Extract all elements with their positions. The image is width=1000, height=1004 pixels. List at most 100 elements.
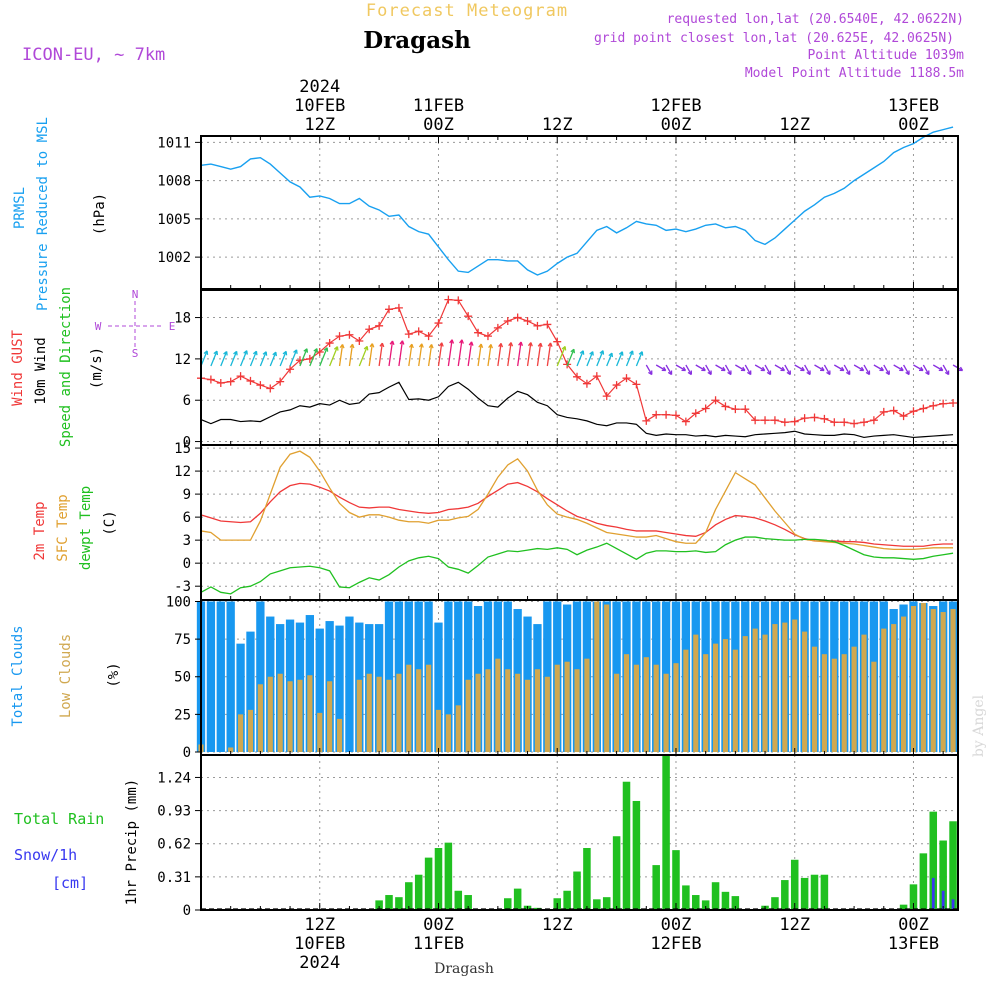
wind-direction-arrow xyxy=(645,364,653,375)
time-label-top: 13FEB xyxy=(888,96,939,116)
wind-arrow-head xyxy=(478,343,484,348)
gust-point-marker xyxy=(276,377,285,386)
wind-arrow-head xyxy=(806,370,811,376)
rain-bar xyxy=(771,897,779,910)
wind-arrow-head xyxy=(661,366,667,372)
low-clouds-bar xyxy=(524,679,531,752)
wind-arrow-head xyxy=(905,370,910,376)
gust-point-marker xyxy=(533,321,542,330)
wind-direction-arrow xyxy=(239,350,248,367)
wind-arrow-head xyxy=(498,342,504,348)
rain-bar xyxy=(593,899,601,910)
rain-bar xyxy=(721,891,730,910)
wind-direction-arrow xyxy=(903,364,910,375)
wind-arrow-head xyxy=(459,339,464,344)
wind-direction-arrow xyxy=(329,346,339,367)
wind-direction-arrow xyxy=(507,342,512,367)
wind-arrow-head xyxy=(203,350,209,355)
low-clouds-bar xyxy=(386,679,392,752)
wind-arrow-head xyxy=(618,351,624,356)
wind-arrow-head xyxy=(681,366,687,372)
time-label-top: 12Z xyxy=(542,115,573,135)
gust-point-marker xyxy=(335,332,344,341)
wind-arrow-head xyxy=(349,343,355,349)
wind-direction-arrow xyxy=(804,364,811,375)
wind-direction-arrow xyxy=(398,340,404,367)
wind-arrow-head xyxy=(293,349,298,354)
wind-direction-arrow xyxy=(754,364,765,372)
wind-arrow-head xyxy=(408,343,414,349)
wind-direction-arrow xyxy=(299,348,308,367)
location-title: Dragash xyxy=(363,27,471,54)
total-clouds-bar xyxy=(315,628,324,752)
wind-arrow-head xyxy=(599,350,605,355)
wind-direction-arrow xyxy=(230,351,238,367)
low-clouds-bar xyxy=(693,634,699,752)
wind-direction-arrow xyxy=(437,342,443,367)
low-clouds-bar xyxy=(445,714,451,752)
y-tick-label: 0 xyxy=(183,903,191,919)
wind-arrow-head xyxy=(826,370,831,376)
total-clouds-bar xyxy=(226,601,235,752)
gust-point-marker xyxy=(394,303,403,312)
y-tick-label: 12 xyxy=(174,352,191,368)
snow-label: Snow/1h xyxy=(14,846,77,864)
wind-arrow-head xyxy=(865,370,871,376)
low-clouds-bar xyxy=(881,628,887,752)
gust-point-marker xyxy=(691,409,700,418)
rain-bar xyxy=(414,874,423,910)
wind-direction-arrow xyxy=(200,350,208,367)
wind-direction-arrow xyxy=(388,340,394,367)
gust-point-marker xyxy=(622,374,631,383)
rain-bar xyxy=(701,900,710,910)
low-clouds-bar xyxy=(485,669,491,752)
rain-bar xyxy=(434,848,443,910)
pressure-label: Pressure Reduced to MSL xyxy=(35,117,51,311)
rain-bar xyxy=(375,900,383,910)
snow-unit-label: [cm] xyxy=(52,874,88,892)
wind-arrow-head xyxy=(780,366,786,372)
wind-arrow-head xyxy=(958,366,964,372)
low-clouds-bar xyxy=(821,654,827,752)
dewpoint-series-line xyxy=(200,536,954,595)
gust-point-marker xyxy=(424,332,433,341)
wind-arrow-head xyxy=(399,340,405,345)
low-clouds-bar xyxy=(871,661,877,752)
rain-bar xyxy=(583,848,591,910)
gust-point-marker xyxy=(444,295,453,304)
time-label-top: 11FEB xyxy=(413,96,464,116)
time-label-bottom: 00Z xyxy=(423,915,454,935)
gust-point-marker xyxy=(414,327,423,336)
gust-point-marker xyxy=(731,405,740,414)
gust-point-marker xyxy=(206,375,215,384)
compass-s: S xyxy=(132,347,139,360)
wind-direction-arrow xyxy=(536,343,542,367)
y-tick-label: 1011 xyxy=(157,135,191,151)
gust-point-marker xyxy=(820,414,829,423)
rain-bar xyxy=(810,874,819,910)
prmsl-label: PRMSL xyxy=(12,187,28,229)
wind-direction-arrow xyxy=(724,364,732,375)
rain-bar xyxy=(929,811,938,910)
wind-direction-arrow xyxy=(447,339,453,367)
wind-arrow-head xyxy=(885,370,890,376)
total-clouds-bar xyxy=(384,601,394,752)
rain-bar xyxy=(385,895,393,910)
low-clouds-bar xyxy=(930,609,936,752)
time-label-bottom: 10FEB xyxy=(294,934,345,954)
low-clouds-bar xyxy=(683,649,689,752)
rain-bar xyxy=(682,885,690,910)
low-clouds-bar xyxy=(910,606,917,752)
requested-coords: requested lon,lat (20.6540E, 42.0622N) xyxy=(667,12,964,27)
wind-direction-arrow xyxy=(289,349,298,367)
wind-arrow-head xyxy=(721,366,726,372)
low-clouds-bar xyxy=(584,658,590,752)
low-clouds-bar xyxy=(742,636,748,752)
wind-arrow-head xyxy=(570,348,576,354)
low-clouds-bar xyxy=(228,747,234,752)
rain-bar xyxy=(790,859,799,910)
wind-arrow-head xyxy=(899,366,904,372)
gust-point-marker xyxy=(909,407,918,416)
compass-rose: N S W E xyxy=(95,288,176,360)
